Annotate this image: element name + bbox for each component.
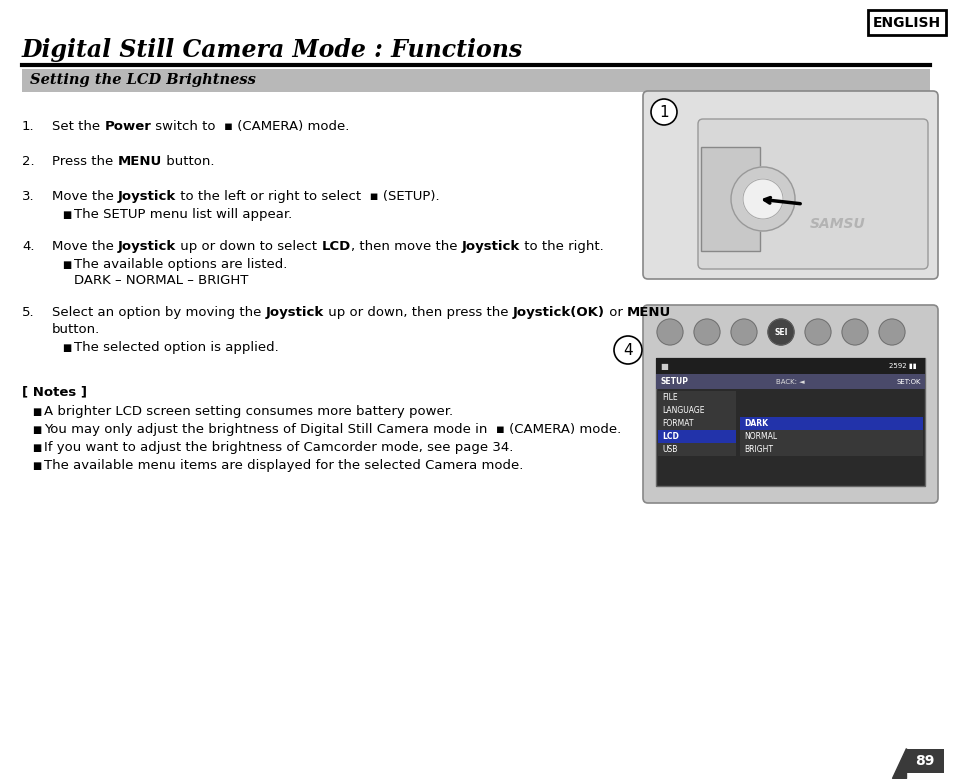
Text: LCD: LCD xyxy=(321,240,351,253)
Text: MENU: MENU xyxy=(117,155,162,168)
Circle shape xyxy=(614,336,641,364)
FancyBboxPatch shape xyxy=(698,119,927,269)
Text: Joystick: Joystick xyxy=(265,306,323,319)
Text: 4.: 4. xyxy=(22,240,34,253)
Text: button.: button. xyxy=(52,323,100,336)
Polygon shape xyxy=(891,748,905,778)
Text: Joystick(OK): Joystick(OK) xyxy=(512,306,604,319)
Text: ■: ■ xyxy=(32,443,41,453)
FancyBboxPatch shape xyxy=(642,91,937,279)
Circle shape xyxy=(730,319,757,345)
Text: You may only adjust the brightness of Digital Still Camera mode in  ▪ (CAMERA) m: You may only adjust the brightness of Di… xyxy=(44,423,620,436)
FancyBboxPatch shape xyxy=(656,374,924,389)
Text: ENGLISH: ENGLISH xyxy=(872,16,940,30)
FancyBboxPatch shape xyxy=(658,443,735,456)
Text: 1: 1 xyxy=(659,104,668,119)
Text: to the right.: to the right. xyxy=(519,240,603,253)
Text: ■: ■ xyxy=(32,407,41,417)
Text: switch to  ▪ (CAMERA) mode.: switch to ▪ (CAMERA) mode. xyxy=(152,120,349,133)
Text: SET:OK: SET:OK xyxy=(896,379,920,385)
Circle shape xyxy=(767,319,793,345)
Text: Joystick: Joystick xyxy=(118,240,176,253)
FancyBboxPatch shape xyxy=(656,358,924,374)
Text: Select an option by moving the: Select an option by moving the xyxy=(52,306,265,319)
Circle shape xyxy=(657,319,682,345)
Text: USB: USB xyxy=(661,445,677,454)
Text: The available options are listed.: The available options are listed. xyxy=(74,258,287,271)
Circle shape xyxy=(804,319,830,345)
Text: , then move the: , then move the xyxy=(351,240,461,253)
FancyBboxPatch shape xyxy=(642,305,937,503)
Text: BRIGHT: BRIGHT xyxy=(743,445,772,454)
Text: 1.: 1. xyxy=(22,120,34,133)
Circle shape xyxy=(730,167,794,231)
Text: to the left or right to select  ▪ (SETUP).: to the left or right to select ▪ (SETUP)… xyxy=(176,190,439,203)
Text: SEI: SEI xyxy=(774,327,787,337)
Circle shape xyxy=(693,319,720,345)
Text: ■: ■ xyxy=(62,343,71,353)
Text: or: or xyxy=(604,306,626,319)
FancyBboxPatch shape xyxy=(700,147,760,251)
Text: BACK: ◄: BACK: ◄ xyxy=(775,379,803,385)
Text: 2.: 2. xyxy=(22,155,34,168)
Text: ■: ■ xyxy=(32,461,41,471)
Text: 89: 89 xyxy=(914,754,934,768)
Text: Joystick: Joystick xyxy=(118,190,176,203)
Text: The available menu items are displayed for the selected Camera mode.: The available menu items are displayed f… xyxy=(44,459,523,472)
Text: FORMAT: FORMAT xyxy=(661,419,693,428)
Text: The selected option is applied.: The selected option is applied. xyxy=(74,341,278,354)
FancyBboxPatch shape xyxy=(658,430,735,443)
Text: DARK – NORMAL – BRIGHT: DARK – NORMAL – BRIGHT xyxy=(74,274,248,287)
Text: NORMAL: NORMAL xyxy=(743,432,777,441)
Text: Set the: Set the xyxy=(52,120,104,133)
Circle shape xyxy=(878,319,904,345)
FancyBboxPatch shape xyxy=(658,391,735,404)
FancyBboxPatch shape xyxy=(658,417,735,430)
Text: up or down to select: up or down to select xyxy=(176,240,321,253)
Circle shape xyxy=(841,319,867,345)
Text: Joystick: Joystick xyxy=(461,240,519,253)
Text: 4: 4 xyxy=(622,343,632,358)
FancyBboxPatch shape xyxy=(740,417,923,430)
Text: ■: ■ xyxy=(62,210,71,220)
Text: Setting the LCD Brightness: Setting the LCD Brightness xyxy=(30,73,255,87)
FancyBboxPatch shape xyxy=(905,749,943,773)
Text: ■: ■ xyxy=(62,260,71,270)
Text: up or down, then press the: up or down, then press the xyxy=(323,306,512,319)
Text: Move the: Move the xyxy=(52,190,118,203)
FancyBboxPatch shape xyxy=(22,69,929,92)
Text: SAMSU: SAMSU xyxy=(809,217,865,231)
Text: LCD: LCD xyxy=(661,432,679,441)
Text: button.: button. xyxy=(162,155,214,168)
Text: FILE: FILE xyxy=(661,393,677,402)
FancyBboxPatch shape xyxy=(740,443,923,456)
FancyBboxPatch shape xyxy=(867,10,945,35)
Text: SETUP: SETUP xyxy=(660,377,688,386)
Circle shape xyxy=(742,179,782,219)
Text: DARK: DARK xyxy=(743,419,767,428)
Text: ■: ■ xyxy=(659,361,667,371)
Text: 5.: 5. xyxy=(22,306,34,319)
Text: MENU: MENU xyxy=(626,306,670,319)
FancyBboxPatch shape xyxy=(656,358,924,486)
Text: The SETUP menu list will appear.: The SETUP menu list will appear. xyxy=(74,208,292,221)
FancyBboxPatch shape xyxy=(658,404,735,417)
Text: A brighter LCD screen setting consumes more battery power.: A brighter LCD screen setting consumes m… xyxy=(44,405,453,418)
Text: LANGUAGE: LANGUAGE xyxy=(661,406,703,415)
Text: ■: ■ xyxy=(32,425,41,435)
Text: Press the: Press the xyxy=(52,155,117,168)
Text: 2592 ▮▮: 2592 ▮▮ xyxy=(888,363,916,369)
Text: Digital Still Camera Mode : Functions: Digital Still Camera Mode : Functions xyxy=(22,38,522,62)
Text: [ Notes ]: [ Notes ] xyxy=(22,385,87,398)
Text: 3.: 3. xyxy=(22,190,34,203)
Circle shape xyxy=(650,99,677,125)
Text: Move the: Move the xyxy=(52,240,118,253)
Text: Power: Power xyxy=(104,120,152,133)
FancyBboxPatch shape xyxy=(740,430,923,443)
Text: If you want to adjust the brightness of Camcorder mode, see page 34.: If you want to adjust the brightness of … xyxy=(44,441,513,454)
